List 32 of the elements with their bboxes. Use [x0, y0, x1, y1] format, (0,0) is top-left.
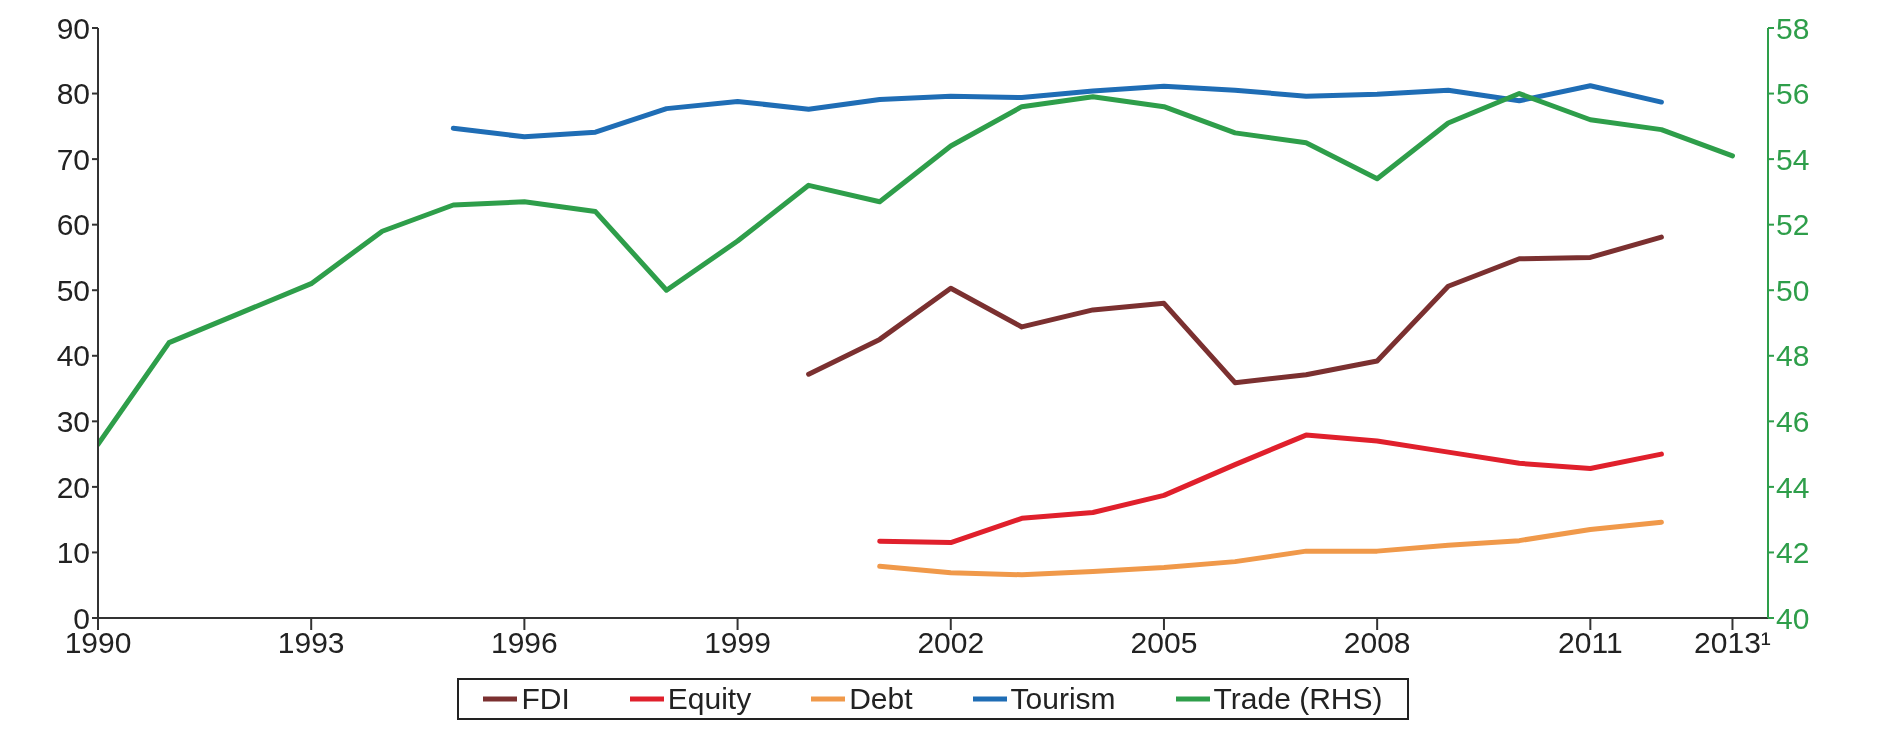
- x-tick-label: 2002: [917, 626, 985, 660]
- y-tick-label: 20: [56, 470, 90, 504]
- y2-tick-label: 54: [1776, 142, 1810, 176]
- x-tick-label: 2013¹: [1694, 626, 1771, 660]
- legend-label: Equity: [667, 682, 752, 716]
- y-tick-label: 70: [56, 142, 90, 176]
- x-tick-label: 1993: [277, 626, 345, 660]
- legend-label: Debt: [849, 682, 913, 716]
- legend-label: FDI: [521, 682, 570, 716]
- legend-label: Trade (RHS): [1213, 682, 1383, 716]
- y-tick-label: 30: [56, 404, 90, 438]
- y2-tick-label: 40: [1776, 601, 1810, 635]
- y2-tick-label: 50: [1776, 273, 1810, 307]
- x-tick-label: 2008: [1343, 626, 1411, 660]
- x-tick-label: 2011: [1558, 626, 1623, 660]
- y2-tick-label: 58: [1776, 11, 1810, 45]
- y-tick-label: 10: [56, 536, 90, 570]
- y-tick-label: 40: [56, 339, 90, 373]
- y-tick-label: 60: [56, 208, 90, 242]
- y-tick-label: 80: [56, 77, 90, 111]
- y2-tick-label: 44: [1776, 470, 1810, 504]
- y2-tick-label: 48: [1776, 339, 1810, 373]
- y2-tick-label: 52: [1776, 208, 1810, 242]
- y2-tick-label: 42: [1776, 536, 1810, 570]
- y-tick-label: 50: [56, 273, 90, 307]
- y2-tick-label: 56: [1776, 77, 1810, 111]
- y-tick-label: 90: [56, 11, 90, 45]
- x-tick-label: 1999: [704, 626, 771, 660]
- x-tick-label: 1996: [491, 626, 558, 660]
- x-tick-label: 2005: [1130, 626, 1198, 660]
- legend-label: Tourism: [1010, 682, 1116, 716]
- y2-tick-label: 46: [1776, 404, 1810, 438]
